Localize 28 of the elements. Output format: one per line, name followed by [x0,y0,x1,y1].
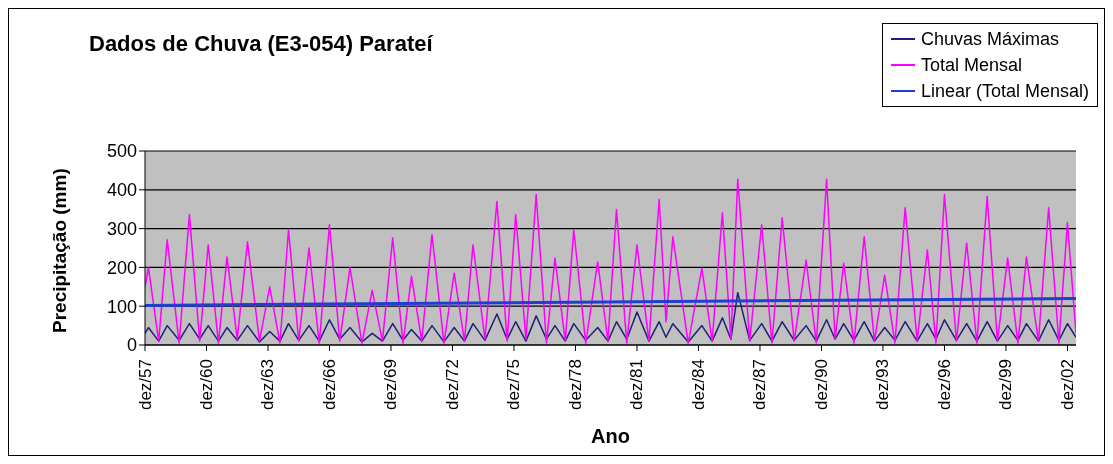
x-tick-label: dez/93 [873,359,893,411]
x-tick-label: dez/02 [1057,359,1077,411]
y-tick-label: 0 [126,335,137,356]
x-tick-label: dez/78 [565,359,585,411]
y-tick-label: 400 [106,180,137,201]
x-tick-label: dez/69 [381,359,401,411]
y-tick-label: 300 [106,218,137,239]
x-tick-label: dez/57 [135,359,155,411]
x-tick-label: dez/72 [442,359,462,411]
y-tick-label: 100 [106,296,137,317]
legend-label: Chuvas Máximas [920,28,1059,51]
x-tick-label: dez/66 [319,359,339,411]
chart-title: Dados de Chuva (E3-054) Parateí [89,31,433,57]
x-tick-label: dez/87 [750,359,770,411]
x-tick-label: dez/63 [258,359,278,411]
x-tick-label: dez/75 [504,359,524,411]
x-tick-label: dez/60 [197,359,216,411]
x-tick-label: dez/99 [996,359,1016,411]
y-axis-title: Precipitação (mm) [48,168,70,333]
x-tick-label: dez/84 [688,359,708,411]
x-tick-label: dez/90 [811,359,831,411]
y-tick-label: 500 [106,141,137,162]
legend-label: Linear (Total Mensal) [920,80,1089,103]
x-tick-label: dez/81 [627,359,647,411]
y-tick-label: 200 [106,257,137,278]
legend-label: Total Mensal [920,54,1022,77]
x-tick-label: dez/96 [934,359,954,411]
x-axis-title: Ano [591,425,630,447]
